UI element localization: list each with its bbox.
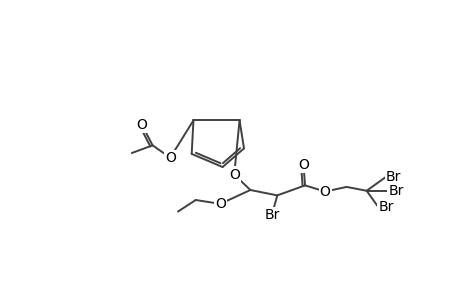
Text: O: O [164, 151, 175, 165]
Text: O: O [136, 118, 147, 131]
Text: O: O [297, 158, 308, 172]
Text: Br: Br [385, 170, 400, 184]
Text: Br: Br [387, 184, 403, 198]
Text: Br: Br [263, 208, 279, 222]
Text: Br: Br [377, 200, 393, 214]
Text: O: O [214, 197, 225, 211]
Text: O: O [319, 184, 330, 199]
Text: O: O [228, 168, 239, 182]
